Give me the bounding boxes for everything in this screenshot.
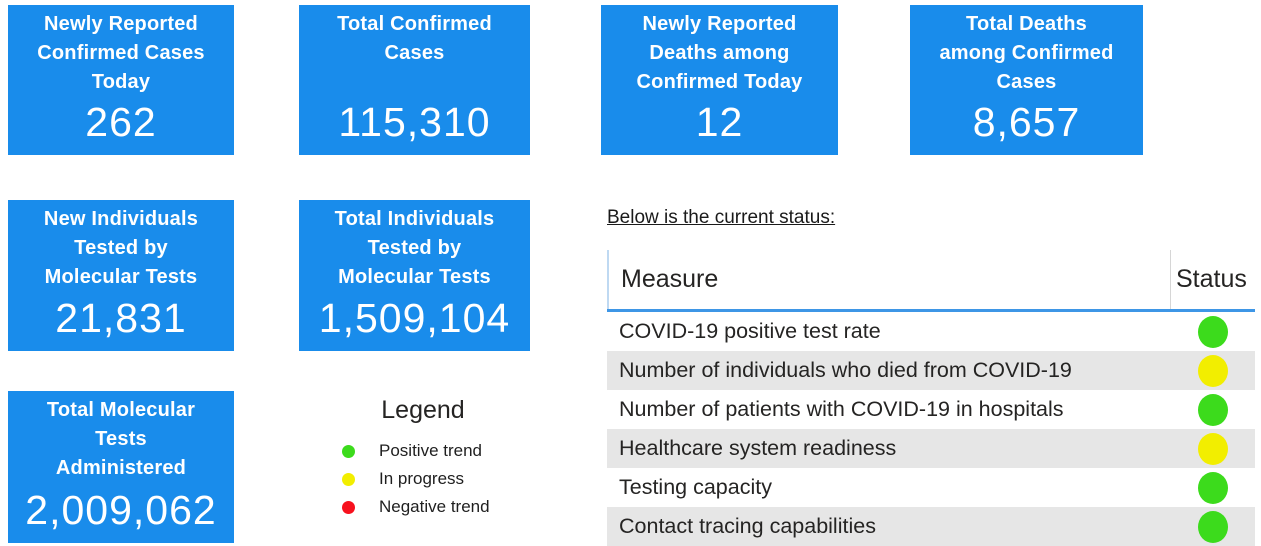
status-cell <box>1170 432 1255 465</box>
in-progress-dot-icon <box>342 472 355 486</box>
status-table: Measure Status COVID-19 positive test ra… <box>607 250 1255 546</box>
table-row[interactable]: Healthcare system readiness <box>607 429 1255 468</box>
status-cell <box>1170 393 1255 426</box>
kpi-card-title: Total Individuals Tested by Molecular Te… <box>334 208 495 288</box>
kpi-card-value: 2,009,062 <box>25 487 217 533</box>
kpi-card-value: 12 <box>695 99 744 145</box>
measure-cell: Healthcare system readiness <box>619 436 897 460</box>
measure-cell: Number of individuals who died from COVI… <box>619 358 1072 382</box>
measure-cell: COVID-19 positive test rate <box>619 319 881 343</box>
status-dot-icon <box>1197 393 1228 426</box>
column-header-measure[interactable]: Measure <box>621 265 719 293</box>
header-divider <box>607 309 1255 312</box>
kpi-card-title: Newly Reported Confirmed Cases Today <box>37 13 205 93</box>
table-row[interactable]: COVID-19 positive test rate <box>607 312 1255 351</box>
status-dot-icon <box>1197 315 1228 348</box>
legend-item: In progress <box>318 465 528 493</box>
status-dot-icon <box>1197 510 1228 543</box>
kpi-card-title: Total Deaths among Confirmed Cases <box>939 13 1114 93</box>
measure-cell: Testing capacity <box>619 475 772 499</box>
kpi-card-value: 262 <box>85 99 157 145</box>
legend-item: Negative trend <box>318 493 528 521</box>
status-cell <box>1170 354 1255 387</box>
measure-cell: Contact tracing capabilities <box>619 514 876 538</box>
table-row[interactable]: Number of individuals who died from COVI… <box>607 351 1255 390</box>
legend-title: Legend <box>381 396 465 424</box>
status-dot-icon <box>1197 432 1228 465</box>
legend-item-label: Positive trend <box>379 441 482 460</box>
measure-cell: Number of patients with COVID-19 in hosp… <box>619 397 1064 421</box>
table-row[interactable]: Number of patients with COVID-19 in hosp… <box>607 390 1255 429</box>
kpi-card-title: Newly Reported Deaths among Confirmed To… <box>636 13 803 93</box>
status-cell <box>1170 315 1255 348</box>
legend-item-label: In progress <box>379 469 465 488</box>
kpi-card-value: 115,310 <box>338 99 491 145</box>
kpi-card-total-individuals-tested[interactable]: Total Individuals Tested by Molecular Te… <box>299 200 530 351</box>
legend: Legend Positive trend In progress Negati… <box>318 396 528 521</box>
kpi-card-value: 1,509,104 <box>318 295 511 341</box>
kpi-card-value: 8,657 <box>972 99 1081 145</box>
kpi-card-new-individuals-tested[interactable]: New Individuals Tested by Molecular Test… <box>8 200 234 351</box>
status-heading: Below is the current status: <box>607 207 836 228</box>
kpi-card-total-confirmed[interactable]: Total Confirmed Cases 115,310 <box>299 5 530 155</box>
status-cell <box>1170 510 1255 543</box>
column-header-status[interactable]: Status <box>1170 250 1255 309</box>
kpi-card-title: New Individuals Tested by Molecular Test… <box>43 208 199 288</box>
kpi-card-total-deaths[interactable]: Total Deaths among Confirmed Cases 8,657 <box>910 5 1143 155</box>
kpi-card-title: Total Molecular Tests Administered <box>46 399 196 479</box>
status-dot-icon <box>1197 471 1228 504</box>
positive-trend-dot-icon <box>342 444 355 458</box>
status-table-header: Measure Status <box>607 250 1255 309</box>
kpi-card-value: 21,831 <box>55 295 187 341</box>
status-cell <box>1170 471 1255 504</box>
kpi-card-newly-confirmed-today[interactable]: Newly Reported Confirmed Cases Today 262 <box>8 5 234 155</box>
kpi-card-title: Total Confirmed Cases <box>337 13 492 64</box>
negative-trend-dot-icon <box>342 500 355 514</box>
legend-item-label: Negative trend <box>379 497 490 516</box>
table-row[interactable]: Testing capacity <box>607 468 1255 507</box>
status-dot-icon <box>1197 354 1228 387</box>
kpi-card-total-tests-administered[interactable]: Total Molecular Tests Administered 2,009… <box>8 391 234 543</box>
legend-item: Positive trend <box>318 437 528 465</box>
table-row[interactable]: Contact tracing capabilities <box>607 507 1255 546</box>
kpi-card-new-deaths-today[interactable]: Newly Reported Deaths among Confirmed To… <box>601 5 838 155</box>
